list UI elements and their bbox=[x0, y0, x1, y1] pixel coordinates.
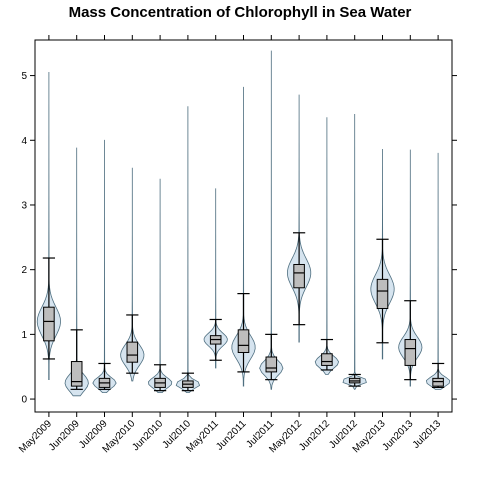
box-Jun2009 bbox=[70, 361, 83, 387]
violin-Jul2011 bbox=[259, 50, 284, 390]
violin-body-May2012 bbox=[287, 94, 312, 343]
box-May2012 bbox=[293, 263, 305, 289]
violin-May2011 bbox=[203, 188, 228, 369]
violin-May2009 bbox=[36, 71, 61, 381]
y-tick-label-2: 2 bbox=[21, 265, 27, 276]
violin-body-May2011 bbox=[203, 188, 228, 369]
chart-title: Mass Concentration of Chlorophyll in Sea… bbox=[69, 4, 412, 21]
box-May2010 bbox=[126, 341, 139, 363]
violin-body-May2010 bbox=[120, 167, 145, 382]
box-Jul2011 bbox=[265, 356, 278, 373]
violin-body-Jun2011 bbox=[231, 86, 256, 387]
violin-Jul2009 bbox=[92, 139, 117, 393]
box-Jun2011 bbox=[237, 329, 250, 353]
violin-Jul2012 bbox=[342, 114, 367, 390]
violin-May2013 bbox=[370, 148, 395, 360]
violin-body-Jun2009 bbox=[64, 147, 89, 397]
y-tick-label-5: 5 bbox=[21, 71, 27, 82]
violin-body-Jul2012 bbox=[342, 114, 367, 390]
violin-body-Jun2012 bbox=[314, 117, 340, 375]
violin-Jul2010 bbox=[175, 106, 201, 393]
violin-Jun2009 bbox=[64, 147, 89, 397]
violin-body-Jul2013 bbox=[425, 152, 451, 390]
violin-group bbox=[36, 50, 451, 397]
box-May2013 bbox=[376, 278, 389, 309]
violin-body-Jul2010 bbox=[175, 106, 201, 393]
y-tick-label-3: 3 bbox=[21, 200, 27, 211]
violin-Jun2010 bbox=[147, 178, 173, 393]
violin-Jun2011 bbox=[231, 86, 256, 387]
violin-Jul2013 bbox=[425, 152, 451, 390]
box-May2009 bbox=[43, 306, 55, 342]
y-axis: 0 1 2 3 4 5 bbox=[21, 71, 457, 406]
violin-body-Jul2011 bbox=[259, 50, 284, 390]
violin-May2012 bbox=[287, 94, 312, 343]
violin-May2010 bbox=[120, 167, 145, 382]
box-Jun2012 bbox=[321, 353, 333, 366]
y-tick-label-0: 0 bbox=[21, 395, 27, 406]
violin-body-Jul2009 bbox=[92, 139, 117, 393]
violin-Jun2012 bbox=[314, 117, 340, 375]
box-Jul2013 bbox=[432, 377, 444, 387]
violin-Jun2013 bbox=[398, 149, 423, 387]
box-Jun2013 bbox=[404, 339, 417, 366]
y-tick-label-1: 1 bbox=[21, 330, 27, 341]
violin-body-Jun2010 bbox=[147, 178, 173, 393]
y-tick-label-4: 4 bbox=[21, 136, 27, 147]
